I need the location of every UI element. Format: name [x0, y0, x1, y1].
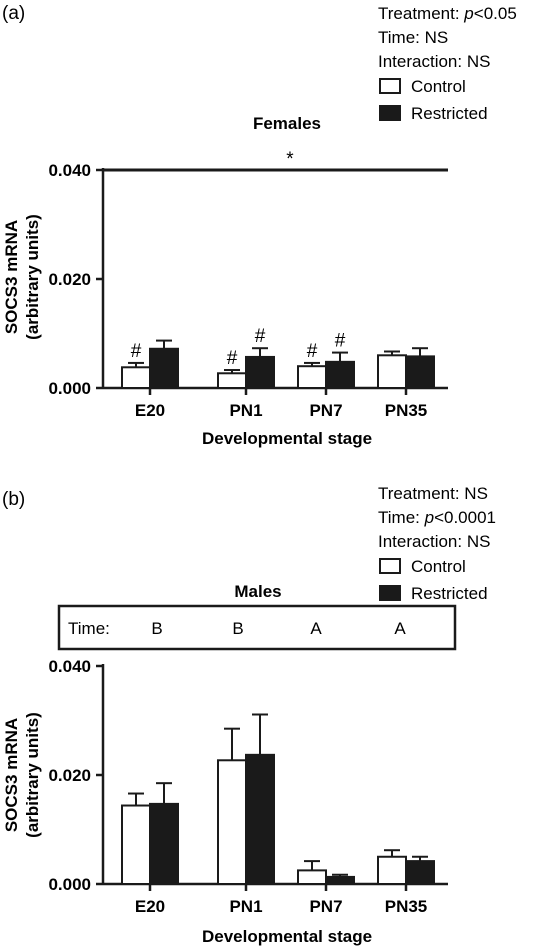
panel-a-xlabel: Developmental stage — [202, 429, 372, 448]
bar-a-restricted-pn35 — [405, 355, 435, 390]
bar-a-control-pn35 — [377, 354, 407, 389]
panel-b-ylabel-2: (arbitrary units) — [23, 712, 42, 838]
bar-a-control-pn7 — [297, 365, 327, 390]
hash-mark: # — [131, 341, 142, 362]
bar-b-control-e20 — [121, 804, 151, 886]
x-tick-label-b: PN1 — [229, 897, 262, 916]
bar-b-control-pn1 — [217, 759, 247, 885]
legend-b-restricted-swatch — [379, 585, 401, 601]
panel-a-title: Females — [253, 114, 321, 133]
bar-b-control-pn7 — [297, 869, 327, 885]
x-tick-label-a: PN35 — [385, 401, 428, 420]
panel-b-ylabel-1: SOCS3 mRNA — [2, 718, 21, 832]
x-tick-label-b: PN7 — [309, 897, 342, 916]
bar-a-restricted-pn1 — [245, 355, 275, 389]
legend-b-control-label: Control — [411, 557, 466, 576]
panel-a-time-stat: Time: NS — [378, 28, 448, 47]
bar-b-restricted-pn7 — [325, 875, 355, 885]
legend-a-control-label: Control — [411, 77, 466, 96]
y-tick-label-a: 0.040 — [48, 161, 91, 180]
legend-a-restricted-label: Restricted — [411, 104, 488, 123]
x-tick-label-a: PN1 — [229, 401, 262, 420]
panel-a-ylabel-2: (arbitrary units) — [23, 214, 42, 340]
bar-a-control-e20 — [121, 366, 151, 390]
bar-a-control-pn1 — [217, 372, 247, 390]
panel-b: (b) Treatment: NS Time: p<0.0001 Interac… — [2, 484, 496, 946]
hash-mark: # — [227, 348, 238, 369]
legend-b-control-swatch — [379, 558, 401, 574]
panel-a-ylabel-1: SOCS3 mRNA — [2, 220, 21, 334]
panel-b-title: Males — [234, 582, 281, 601]
panel-b-xlabel: Developmental stage — [202, 927, 372, 946]
x-tick-label-a: PN7 — [309, 401, 342, 420]
bar-b-restricted-e20 — [149, 802, 179, 886]
bar-a-restricted-e20 — [149, 347, 179, 390]
bar-b-restricted-pn1 — [245, 753, 275, 886]
panel-a-interaction-stat: Interaction: NS — [378, 52, 490, 71]
hash-mark: # — [255, 326, 266, 347]
bar-b-control-pn35 — [377, 855, 407, 885]
x-tick-label-a: E20 — [135, 401, 165, 420]
panel-b-time-stat: Time: p<0.0001 — [378, 508, 496, 527]
panel-b-label: (b) — [2, 489, 25, 510]
legend-a-restricted-swatch — [379, 105, 401, 121]
time-group-letter: A — [394, 619, 406, 638]
significance-star: * — [286, 149, 294, 170]
hash-mark: # — [335, 331, 346, 352]
time-group-letter: B — [151, 619, 162, 638]
y-tick-label-b: 0.020 — [48, 766, 91, 785]
panel-b-treatment-stat: Treatment: NS — [378, 484, 488, 503]
panel-a: (a) Treatment: p<0.05 Time: NS Interacti… — [2, 3, 517, 448]
time-group-letter: B — [232, 619, 243, 638]
panel-b-interaction-stat: Interaction: NS — [378, 532, 490, 551]
panel-a-label: (a) — [2, 3, 25, 24]
panel-b-plot: 0.000 0.020 0.040 E20 PN1 PN7 PN35 — [48, 657, 448, 916]
legend-b-restricted-label: Restricted — [411, 584, 488, 603]
hash-mark: # — [307, 341, 318, 362]
bar-b-restricted-pn35 — [405, 860, 435, 885]
y-tick-label-b: 0.000 — [48, 875, 91, 894]
time-group-label: Time: — [68, 619, 110, 638]
time-group-box — [57, 604, 457, 651]
panel-a-treatment-stat: Treatment: p<0.05 — [378, 4, 517, 23]
y-tick-label-a: 0.020 — [48, 270, 91, 289]
panel-a-plot: 0.000 0.020 0.040 E20 PN1 PN7 PN35 * # # # # # — [48, 149, 448, 420]
time-group-letter: A — [310, 619, 322, 638]
bar-a-restricted-pn7 — [325, 360, 355, 389]
x-tick-label-b: E20 — [135, 897, 165, 916]
y-tick-label-b: 0.040 — [48, 657, 91, 676]
y-tick-label-a: 0.000 — [48, 379, 91, 398]
x-tick-label-b: PN35 — [385, 897, 428, 916]
legend-a-control-swatch — [379, 78, 401, 94]
